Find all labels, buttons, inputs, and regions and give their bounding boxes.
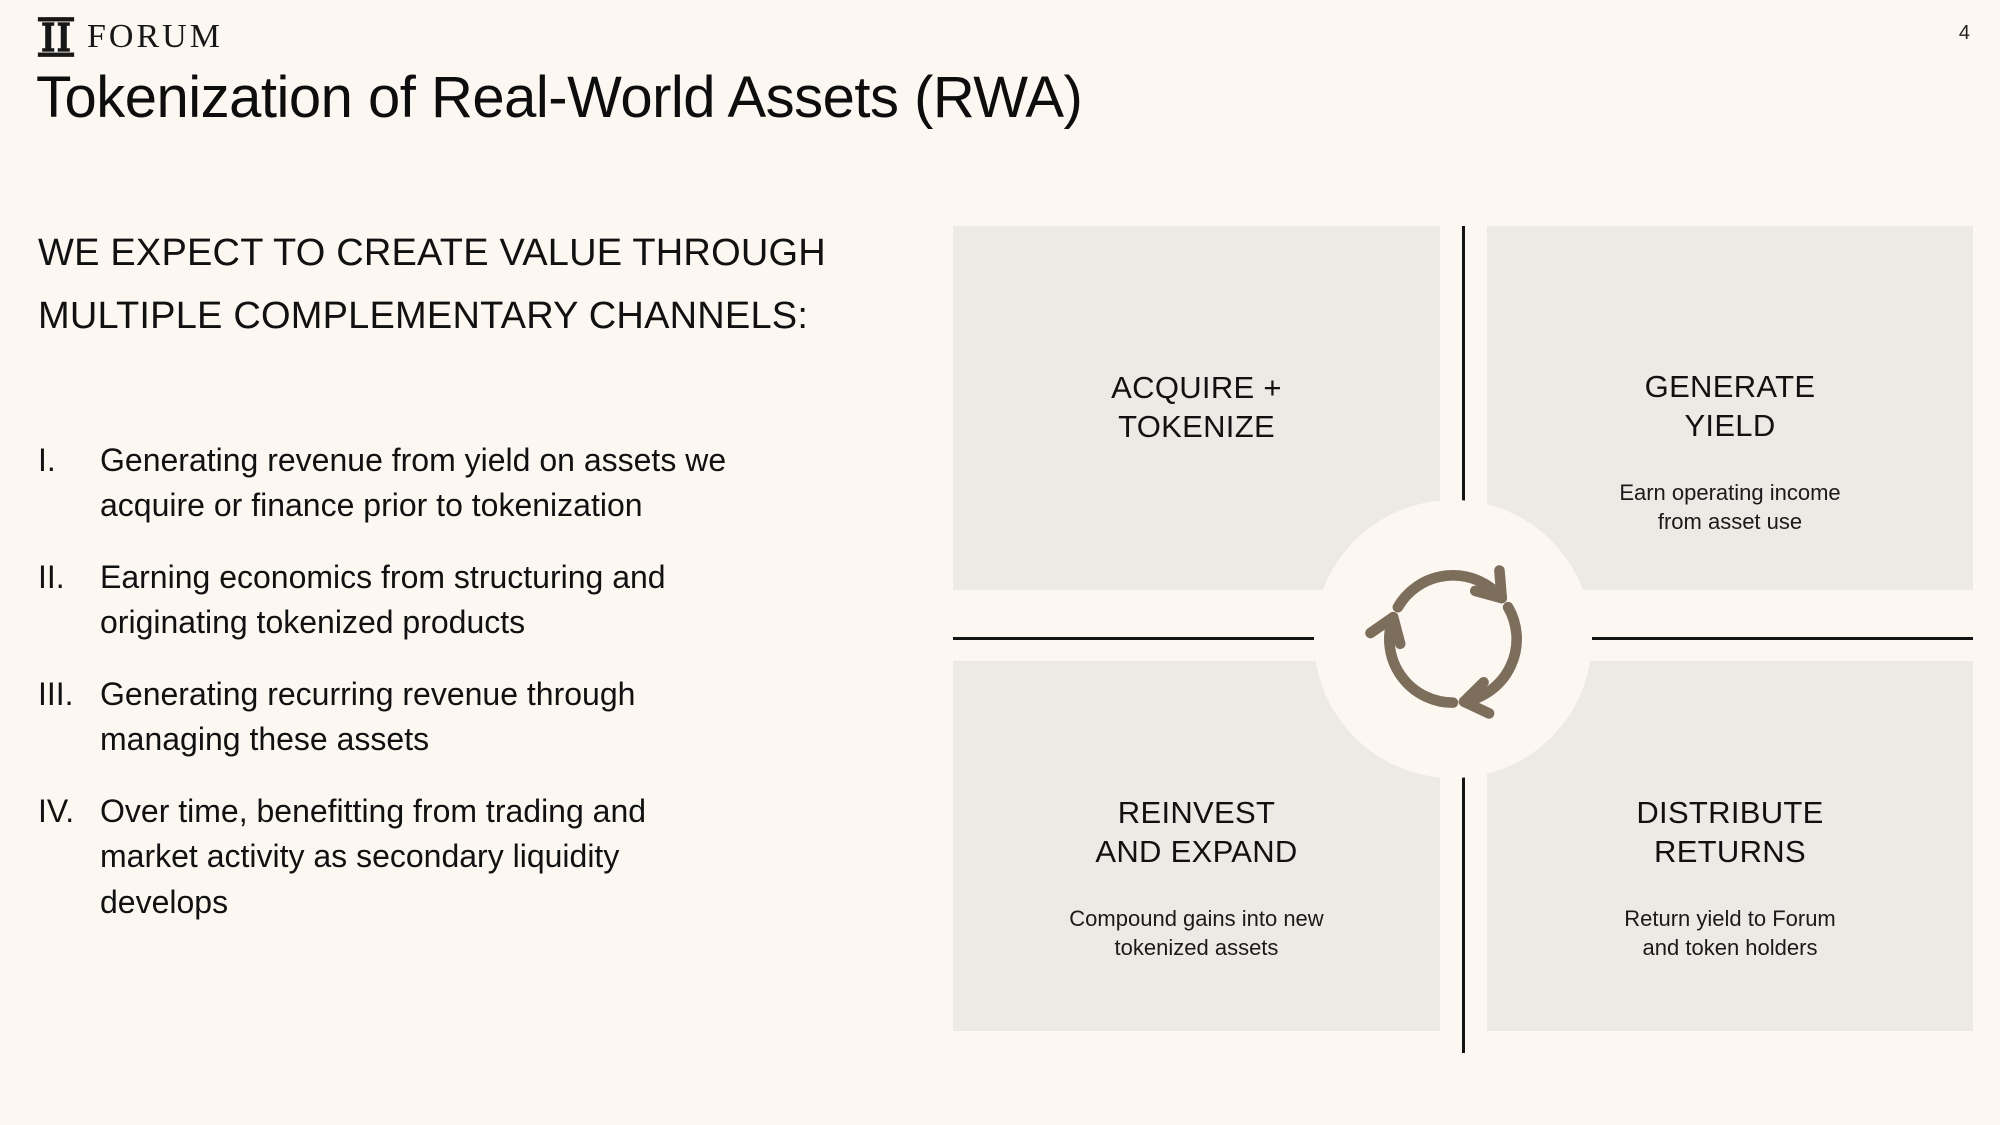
quadrant-generate-yield: GENERATE YIELD Earn operating income fro… — [1487, 226, 1973, 590]
brand-logo: FORUM — [37, 16, 223, 58]
forum-columns-icon — [37, 17, 75, 57]
channel-list: I. Generating revenue from yield on asse… — [38, 438, 738, 951]
intro-statement: WE EXPECT TO CREATE VALUE THROUGH MULTIP… — [38, 222, 826, 347]
quadrant-subtitle-line: Return yield to Forum — [1624, 905, 1836, 931]
list-item: I. Generating revenue from yield on asse… — [38, 438, 738, 529]
quadrant-title-line: GENERATE — [1644, 369, 1816, 405]
list-item-text: Generating recurring revenue through man… — [100, 675, 636, 758]
quadrant-title: GENERATE YIELD — [1645, 368, 1816, 446]
quadrant-title-line: AND EXPAND — [1095, 833, 1298, 869]
list-item-numeral: III. — [38, 675, 74, 712]
quadrant-subtitle-line: and token holders — [1642, 934, 1818, 960]
list-item-text: Generating revenue from yield on assets … — [100, 442, 727, 524]
list-item: II. Earning economics from structuring a… — [38, 555, 738, 646]
list-item-text: Over time, benefitting from trading and … — [100, 792, 647, 920]
quadrant-distribute-returns: DISTRIBUTE RETURNS Return yield to Forum… — [1487, 661, 1973, 1031]
quadrant-title-line: DISTRIBUTE — [1636, 795, 1824, 831]
list-item-numeral: IV. — [38, 792, 75, 829]
slide-title: Tokenization of Real-World Assets (RWA) — [36, 65, 1083, 130]
quadrant-title: DISTRIBUTE RETURNS — [1636, 794, 1823, 872]
quadrant-title-line: RETURNS — [1654, 833, 1806, 869]
list-item-numeral: I. — [38, 442, 56, 478]
list-item-numeral: II. — [38, 558, 65, 595]
quadrant-acquire-tokenize: ACQUIRE + TOKENIZE — [953, 226, 1440, 590]
quadrant-title-line: TOKENIZE — [1118, 409, 1275, 444]
quadrant-title: ACQUIRE + TOKENIZE — [1111, 369, 1282, 447]
quadrant-subtitle-line: Earn operating income — [1619, 479, 1841, 505]
cycle-arrows-icon — [1347, 565, 1559, 745]
quadrant-title-line: YIELD — [1684, 407, 1776, 443]
quadrant-subtitle: Earn operating income from asset use — [1619, 478, 1840, 536]
brand-name: FORUM — [87, 18, 223, 55]
quadrant-title-line: ACQUIRE + — [1111, 370, 1282, 406]
cycle-hub-circle — [1314, 500, 1592, 778]
intro-line-2: MULTIPLE COMPLEMENTARY CHANNELS: — [38, 294, 809, 337]
intro-line-1: WE EXPECT TO CREATE VALUE THROUGH — [38, 232, 826, 274]
page-number: 4 — [1958, 22, 1970, 44]
quadrant-subtitle-line: Compound gains into new — [1069, 905, 1324, 931]
quadrant-title-line: REINVEST — [1117, 795, 1276, 831]
list-item: III. Generating recurring revenue throug… — [38, 672, 738, 763]
quadrant-subtitle-line: tokenized assets — [1114, 934, 1279, 960]
list-item-text: Earning economics from structuring and o… — [100, 558, 666, 641]
list-item: IV. Over time, benefitting from trading … — [38, 789, 738, 925]
quadrant-title: REINVEST AND EXPAND — [1095, 794, 1297, 872]
quadrant-subtitle-line: from asset use — [1657, 508, 1803, 534]
quadrant-subtitle: Return yield to Forum and token holders — [1624, 904, 1836, 962]
quadrant-subtitle: Compound gains into new tokenized assets — [1069, 904, 1323, 962]
